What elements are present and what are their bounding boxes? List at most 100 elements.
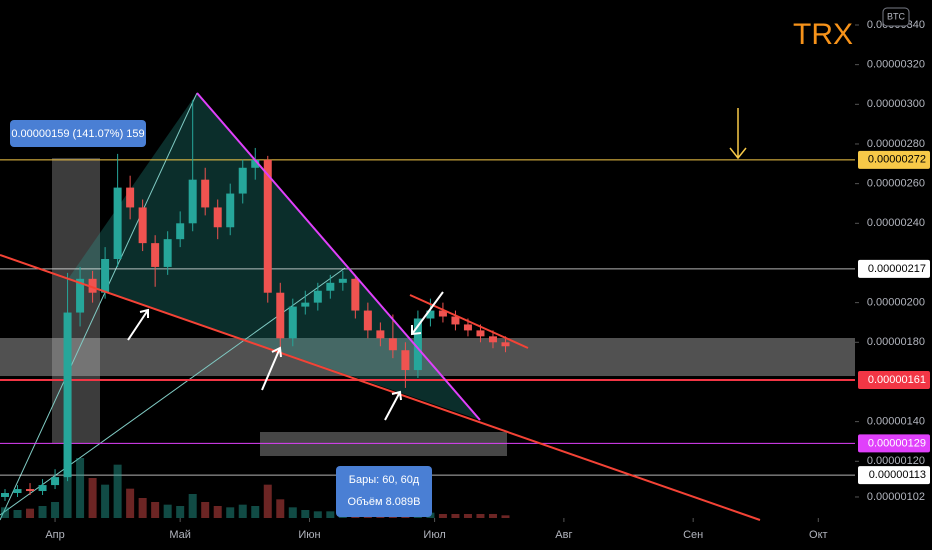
volume-bar xyxy=(288,507,297,518)
measure-text: 0.00000159 (141.07%) 159 xyxy=(11,128,144,140)
volume-bar xyxy=(126,488,135,518)
x-tick-label: Июл xyxy=(423,529,445,541)
range-box xyxy=(260,432,507,456)
level-label: 0.00000113 xyxy=(869,469,926,481)
volume-bar xyxy=(501,515,510,518)
volume-bar xyxy=(463,514,472,518)
level-label-box xyxy=(858,259,930,278)
candle-body xyxy=(338,278,347,283)
trend-line xyxy=(0,267,346,516)
support-line xyxy=(0,254,761,521)
candle-body xyxy=(163,239,172,267)
volume-bar xyxy=(51,502,60,518)
volume-bar xyxy=(1,507,10,518)
volume-bar xyxy=(476,514,485,518)
candle-body xyxy=(276,292,285,339)
volume-bar xyxy=(263,484,272,518)
volume-bar xyxy=(301,510,310,518)
candle-body xyxy=(188,179,197,224)
volume-bar xyxy=(38,506,47,518)
candle-body xyxy=(1,493,10,497)
candle-body xyxy=(376,330,385,339)
candle-body xyxy=(176,223,185,240)
level-label-box xyxy=(858,150,930,169)
volume-bar xyxy=(26,508,35,518)
volume-bar xyxy=(213,506,222,518)
y-tick-label: 0.00000260 xyxy=(867,178,925,190)
candle-body xyxy=(413,318,422,371)
level-label: 0.00000129 xyxy=(868,437,926,449)
volume-bar xyxy=(451,514,460,518)
candle-body xyxy=(501,342,510,347)
volume-bar xyxy=(13,510,22,518)
symbol: TRX xyxy=(793,18,853,51)
volume-bar xyxy=(76,458,85,518)
candle-body xyxy=(251,159,260,168)
volume-bar xyxy=(438,514,447,518)
volume-bar xyxy=(101,484,110,518)
volume-bar xyxy=(88,478,97,518)
bars-text: Бары: 60, 60д xyxy=(349,474,420,486)
volume-bar xyxy=(326,511,335,518)
x-tick-label: Апр xyxy=(45,529,64,541)
level-label-box xyxy=(858,370,930,389)
candle-body xyxy=(363,310,372,331)
volume-bar xyxy=(188,494,197,518)
candle-body xyxy=(201,179,210,208)
candle-body xyxy=(88,278,97,293)
volume-bar xyxy=(251,506,260,518)
volume-bar xyxy=(313,511,322,518)
candle-body xyxy=(263,159,272,293)
candle-body xyxy=(213,207,222,228)
candle-body xyxy=(351,278,360,311)
candle-body xyxy=(138,207,147,244)
candle-body xyxy=(313,290,322,303)
level-label: 0.00000272 xyxy=(868,154,926,166)
arrow xyxy=(729,108,747,160)
level-label: 0.00000161 xyxy=(868,374,926,386)
y-tick-label: 0.00000320 xyxy=(867,59,925,71)
x-tick-label: Авг xyxy=(555,529,572,541)
volume-bar xyxy=(276,499,285,518)
candle-body xyxy=(326,282,335,291)
quote: BTC xyxy=(887,11,906,21)
volume-bar xyxy=(226,507,235,518)
candle-body xyxy=(226,193,235,228)
candle-body xyxy=(288,306,297,339)
volume-bar xyxy=(238,504,247,518)
candle-body xyxy=(438,310,447,317)
candle-body xyxy=(476,330,485,337)
y-tick-label: 0.00000200 xyxy=(867,297,925,309)
x-tick-label: Май xyxy=(169,529,191,541)
level-label-box xyxy=(858,434,930,453)
trend-line xyxy=(409,294,529,349)
y-tick-label: 0.00000240 xyxy=(867,217,925,229)
y-tick-label: 0.00000300 xyxy=(867,98,925,110)
candle-body xyxy=(401,350,410,371)
measure-tooltip xyxy=(10,120,146,147)
volume-bar xyxy=(163,504,172,518)
y-tick-label: 0.00000280 xyxy=(867,138,925,150)
resistance-line xyxy=(196,92,481,421)
candle-body xyxy=(238,167,247,194)
candle-body xyxy=(113,187,122,259)
volume-bar xyxy=(151,502,160,518)
x-tick-label: Июн xyxy=(298,529,320,541)
y-tick-label: 0.00000140 xyxy=(867,416,925,428)
level-label-box xyxy=(858,466,930,485)
range-tooltip xyxy=(336,466,432,517)
arrows xyxy=(127,291,444,421)
volume-bar xyxy=(138,498,147,518)
candle-body xyxy=(488,336,497,343)
candle-body xyxy=(13,489,22,494)
volume-bar xyxy=(488,514,497,518)
candle-body xyxy=(26,489,35,492)
candle-body xyxy=(301,302,310,307)
candle-body xyxy=(463,324,472,331)
y-tick-label: 0.00000120 xyxy=(867,455,925,467)
level-label: 0.00000217 xyxy=(868,263,926,275)
volume-text: Объём 8.089B xyxy=(348,496,421,508)
volume-bar xyxy=(201,502,210,518)
measure-box xyxy=(52,158,100,443)
